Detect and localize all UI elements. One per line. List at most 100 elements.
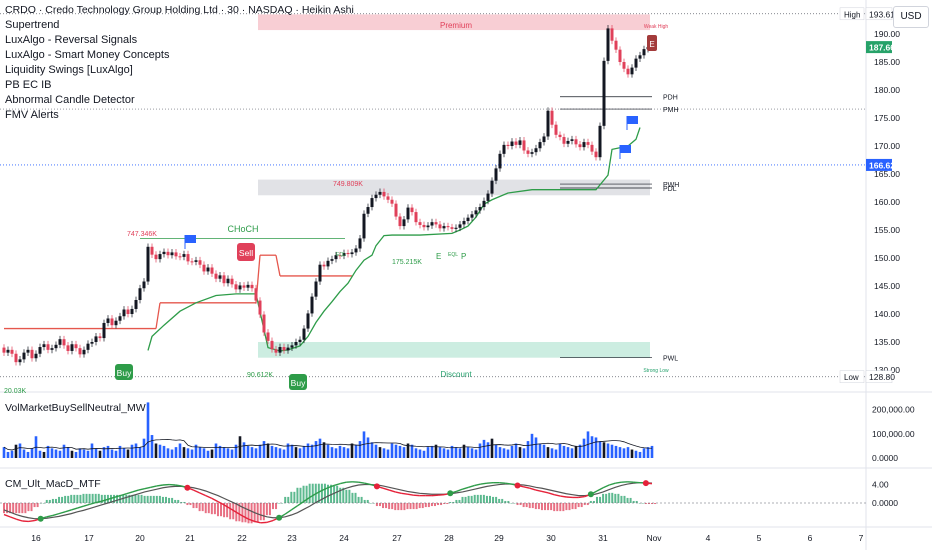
macd-line-segment [64,509,72,513]
candle-body [522,140,526,151]
volume-bar [138,447,142,458]
candle-body [630,67,634,75]
macd-histogram-bar [140,494,143,503]
volume-bar [214,443,218,458]
macd-histogram-bar [268,503,271,516]
macd-histogram-bar [216,503,219,517]
volume-bar [622,448,626,458]
macd-line-segment [113,494,121,499]
macd-histogram-bar [94,493,97,503]
volume-bar [154,443,158,458]
indicator-supertrend[interactable]: Supertrend [5,19,60,31]
candle-body [502,144,506,154]
macd-line-segment [578,495,585,499]
candle-body [206,267,210,272]
volume-bar [42,451,46,458]
volume-bar [238,436,242,458]
macd-histogram-bar [305,485,308,503]
macd-histogram-bar [116,494,119,503]
candle-body [254,288,258,301]
indicator-pb-ec-ib[interactable]: PB EC IB [5,79,52,91]
level-pmh-label: PMH [663,107,679,114]
indicator-liquidity-swings[interactable]: Liquidity Swings [LuxAlgo] [5,64,133,76]
indicator-smc[interactable]: LuxAlgo - Smart Money Concepts [5,49,170,61]
macd-pane-title[interactable]: CM_Ult_MacD_MTF [5,478,101,490]
macd-cross-dot [184,484,191,491]
macd-histogram-bar [363,499,366,503]
volume-bar [298,448,302,458]
buy-signal-box-2 [289,374,307,390]
volume-bar [286,443,290,458]
macd-histogram-bar [296,487,299,503]
volume-bar [302,445,306,458]
macd-line-segment [138,488,145,491]
candle-body [86,343,90,350]
macd-line-segment [523,486,530,489]
macd-histogram-bar [507,500,510,503]
macd-line-segment [46,514,54,518]
macd-line-segment [456,488,463,493]
macd-histogram-bar [608,492,611,503]
price-badge-label: 193.61 [869,9,895,19]
volume-bar [594,437,598,458]
candle-body [266,332,270,341]
macd-histogram-bar [183,501,186,503]
currency-button[interactable]: USD [893,6,929,28]
candle-body [582,142,586,148]
candle-body [570,139,574,141]
indicator-abnormal-candle[interactable]: Abnormal Candle Detector [5,94,135,106]
premium-zone [258,14,650,31]
macd-histogram-bar [583,503,586,506]
volume-bar [122,448,126,458]
price-tick-label: 170.00 [874,141,900,151]
volume-bar [530,433,534,458]
candle-body [142,281,146,289]
volume-bar [546,447,550,458]
volume-bar [462,444,466,458]
candle-body [362,213,366,239]
macd-histogram-bar [330,484,333,503]
volume-bar [478,443,482,458]
macd-histogram-bar [302,485,305,503]
buy-signal-box-1 [115,364,133,380]
volume-pane-title[interactable]: VolMarketBuySellNeutral_MW [5,402,146,414]
candle-body [394,203,398,217]
candle-body [578,144,582,148]
macd-line-segment [77,505,84,509]
candle-body [382,191,386,197]
macd-histogram-bar [213,503,216,515]
macd-histogram-bar [550,503,553,511]
candle-body [34,353,38,359]
macd-histogram-bar [281,503,284,504]
vol-label-175k: 175.215K [392,259,422,266]
candle-body [538,142,542,149]
macd-histogram-bar [388,503,391,510]
volume-bar [310,444,314,458]
volume-bar [378,447,382,458]
macd-histogram-bar [91,493,94,503]
candle-body [238,285,242,290]
indicator-fmv-alerts[interactable]: FMV Alerts [5,109,59,121]
macd-histogram-bar [525,503,528,508]
candle-body [270,340,274,350]
price-tick-label: 165.00 [874,169,900,179]
macd-histogram-bar [207,503,210,514]
macd-histogram-bar [565,503,568,511]
macd-histogram-bar [247,503,250,524]
candle-body [170,252,174,256]
macd-line-segment [315,489,323,495]
macd-cross-dot [514,482,521,489]
macd-line-segment [126,491,133,495]
choch-label: CHoCH [227,224,258,234]
indicator-reversal-signals[interactable]: LuxAlgo - Reversal Signals [5,34,138,46]
volume-bar [54,449,58,458]
candle-body [530,152,534,154]
volume-bar [66,447,70,458]
candle-body [242,285,246,288]
macd-histogram-bar [452,501,455,503]
macd-histogram-bar [354,492,357,503]
macd-histogram-bar [24,503,27,514]
volume-bar [466,447,470,458]
